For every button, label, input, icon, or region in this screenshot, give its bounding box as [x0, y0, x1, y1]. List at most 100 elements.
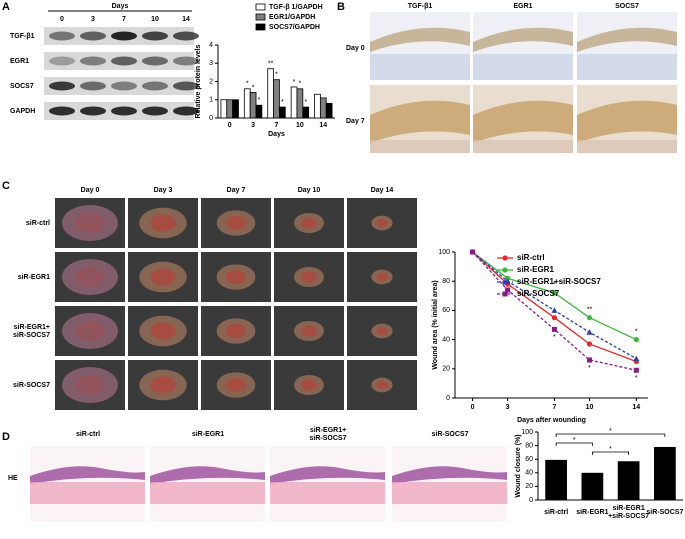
he-epidermis — [392, 466, 507, 484]
x-tick-label: siR-SOCS7 — [646, 509, 683, 516]
marker — [551, 290, 558, 296]
significance: * — [573, 437, 576, 444]
y-tick-label: 80 — [525, 442, 533, 449]
ihc-column-label: TGF-β1 — [408, 3, 433, 10]
bar — [617, 461, 640, 500]
legend-label: TGF-β 1/GAPDH — [269, 4, 323, 11]
x-tick-label: siR-EGR1 — [576, 509, 608, 516]
wound-center — [225, 270, 247, 284]
photo-row-label: siR-EGR1 — [18, 274, 50, 281]
wound-center — [75, 375, 105, 395]
y-tick-label: 0 — [446, 395, 450, 402]
bar — [220, 99, 228, 119]
bar — [273, 79, 280, 119]
wound-center — [301, 271, 317, 283]
panel-label: D — [2, 431, 10, 443]
photo-row-label: siR-EGR1+ siR-SOCS7 — [13, 324, 50, 339]
series-line — [472, 251, 637, 360]
significance: * — [609, 428, 612, 435]
marker — [470, 249, 476, 255]
blot-protein-label: SOCS7 — [10, 83, 34, 90]
blot-band — [80, 106, 106, 116]
ihc-stroma — [577, 140, 677, 153]
blot-band — [49, 106, 75, 116]
x-tick-label: siR-ctrl — [544, 509, 568, 516]
x-tick-label: 3 — [251, 122, 255, 129]
marker — [586, 315, 593, 321]
blot-band — [111, 106, 137, 116]
significance: * — [275, 72, 278, 79]
blot-lane-label: 3 — [91, 16, 95, 23]
photo-row-label: siR-SOCS7 — [13, 382, 50, 389]
bar — [654, 446, 676, 500]
wound-center — [376, 273, 388, 281]
blot-band — [142, 31, 168, 41]
x-tick-label: 0 — [228, 122, 232, 129]
he-epidermis — [30, 466, 145, 484]
y-tick-label: 2 — [209, 78, 213, 85]
wound-center — [376, 327, 388, 335]
wound-center — [150, 214, 176, 232]
marker — [633, 367, 639, 373]
wound-center — [301, 379, 317, 391]
ihc-tissue — [577, 27, 677, 52]
blot-days-label: Days — [112, 3, 129, 10]
y-tick-label: 1 — [209, 97, 213, 104]
blot-lane-label: 7 — [122, 16, 126, 23]
marker — [505, 287, 511, 293]
y-tick-label: 60 — [525, 456, 533, 463]
ihc-stroma — [577, 54, 677, 80]
panel-label: B — [337, 1, 345, 13]
bar — [325, 103, 333, 119]
marker — [502, 291, 508, 297]
legend-label: siR-SOCS7 — [517, 289, 560, 298]
y-axis-label: Relative protein levels — [195, 44, 202, 118]
marker — [502, 279, 508, 285]
photo-column-label: Day 14 — [371, 187, 394, 194]
y-tick-label: 100 — [438, 249, 450, 256]
blot-band — [80, 56, 106, 66]
significance: ** — [587, 307, 593, 314]
bar — [243, 88, 251, 119]
blot-band — [173, 81, 199, 91]
wound-center — [150, 268, 176, 286]
he-dermis — [150, 482, 265, 504]
significance: * — [609, 446, 612, 453]
ihc-tissue — [473, 27, 573, 52]
wound-area — [62, 367, 118, 403]
wound-center — [75, 267, 105, 287]
legend-label: siR-EGR1+siR-SOCS7 — [517, 277, 601, 286]
significance: * — [304, 99, 307, 106]
blot-protein-label: TGF-β1 — [10, 33, 35, 40]
wound-center — [376, 219, 388, 227]
significance: * — [635, 328, 638, 335]
y-tick-label: 20 — [525, 483, 533, 490]
ihc-stroma — [473, 54, 573, 80]
marker — [551, 315, 558, 321]
wound-center — [301, 217, 317, 229]
panel-label: A — [2, 1, 10, 13]
significance: * — [553, 334, 556, 341]
wound-center — [150, 376, 176, 394]
blot-band — [49, 81, 75, 91]
bar — [267, 68, 274, 119]
significance: * — [588, 365, 591, 372]
blot-band — [173, 106, 199, 116]
bar — [296, 88, 304, 119]
marker — [586, 329, 593, 335]
significance: * — [293, 79, 296, 86]
x-axis-label: Days after wounding — [517, 417, 586, 424]
x-tick-label: 3 — [506, 404, 510, 411]
legend-label: siR-ctrl — [517, 253, 545, 262]
significance: * — [299, 81, 302, 88]
ihc-stroma — [370, 140, 470, 153]
y-tick-label: 0 — [529, 497, 533, 504]
y-tick-label: 60 — [442, 307, 450, 314]
bar — [255, 104, 263, 119]
bar — [319, 97, 327, 119]
he-epidermis — [270, 466, 385, 484]
blot-band — [49, 31, 75, 41]
ihc-column-label: EGR1 — [513, 3, 532, 10]
blot-band — [111, 81, 137, 91]
photo-column-label: Day 7 — [227, 187, 246, 194]
